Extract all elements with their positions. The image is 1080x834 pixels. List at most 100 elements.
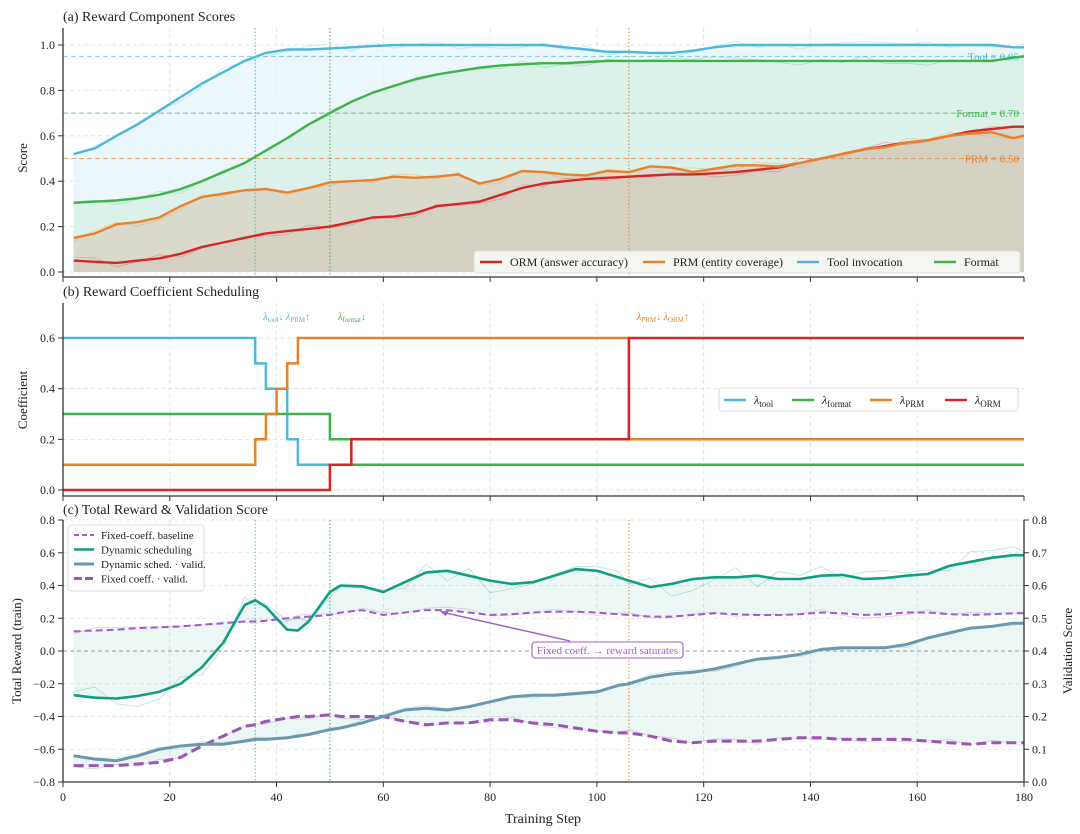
legend-label: ORM (answer accuracy)	[510, 255, 628, 269]
y-tick-label: 0.4	[40, 382, 55, 396]
x-tick-label: 140	[801, 790, 819, 804]
c-legend: Fixed-coeff. baseline Dynamic scheduling D…	[67, 524, 206, 592]
x-tick-label: 60	[377, 790, 389, 804]
a-ylabel: Score	[15, 143, 30, 173]
y-right-tick-label: 0.6	[1032, 579, 1047, 593]
x-tick-label: 0	[60, 790, 66, 804]
raw-series-line	[73, 546, 1024, 707]
valid-gap-fill	[73, 623, 1024, 766]
c-xlabel: Training Step	[505, 812, 581, 827]
x-tick-label: 160	[908, 790, 926, 804]
legend-box	[67, 524, 205, 592]
legend-label: λtool	[753, 393, 774, 409]
legend-label: Tool invocation	[827, 255, 902, 269]
x-tick-label: 100	[588, 790, 606, 804]
y-tick-label: 0.4	[40, 174, 55, 188]
series-line-fixed-valid	[73, 713, 1024, 768]
legend-label: Fixed-coeff. baseline	[101, 530, 194, 542]
annotation-arrowhead	[439, 611, 449, 617]
c-series-lines	[73, 546, 1024, 770]
schedule-annotation: λPRM↓ λORM↑	[636, 312, 689, 324]
y-tick-label: 0.2	[40, 220, 55, 234]
y-tick-label: 0.6	[40, 129, 55, 143]
y-tick-label: 0.8	[40, 83, 55, 97]
legend-label: Format	[964, 255, 999, 269]
c-ylabel-right: Validation Score	[1060, 608, 1075, 695]
b-annotations: λtool↓ λPRM↑ λformat↓ λPRM↓ λORM↑	[262, 312, 689, 324]
y-right-tick-label: 0.0	[1032, 775, 1047, 789]
y-tick-label: 0.6	[40, 546, 55, 560]
legend-box	[473, 250, 1021, 274]
legend-label: λORM	[974, 393, 1001, 409]
schedule-annotation: λtool↓ λPRM↑	[262, 312, 310, 324]
c-fills	[73, 555, 1024, 766]
y-tick-label: 0.2	[40, 432, 55, 446]
a-series-lines	[73, 40, 1024, 268]
y-tick-label: −0.2	[33, 677, 55, 691]
legend-label: λformat	[821, 393, 852, 409]
annotation-arrow-line	[441, 611, 571, 642]
c-ylabel: Total Reward (train)	[9, 598, 24, 704]
reference-line-label: PRM = 0.50	[965, 154, 1020, 166]
y-right-tick-label: 0.1	[1032, 742, 1047, 756]
legend-label: λPRM	[899, 393, 924, 409]
legend-label: Dynamic scheduling	[101, 545, 192, 557]
y-tick-label: 0.0	[40, 483, 55, 497]
y-tick-label: 0.8	[40, 513, 55, 527]
legend-label: PRM (entity coverage)	[673, 255, 783, 269]
y-tick-label: 1.0	[40, 38, 55, 52]
y-tick-label: 0.0	[40, 644, 55, 658]
x-tick-label: 40	[271, 790, 283, 804]
step-series-line	[63, 336, 1024, 466]
a-fills	[73, 45, 1024, 273]
train-gap-fill	[73, 555, 1024, 699]
x-tick-label: 80	[484, 790, 496, 804]
c-axes: 0 20 40 60 80 100 120 140 160 180 −0.8 −0.6 −0.4 −0.2…	[33, 513, 1047, 804]
y-tick-label: 0.6	[40, 331, 55, 345]
series-line	[73, 55, 1024, 204]
x-tick-label: 20	[164, 790, 176, 804]
panel-b: 0.0 0.2 0.4 0.6 λtool↓ λPRM↑ λformat↓ λPRM↓ λ…	[15, 285, 1025, 501]
y-right-tick-label: 0.2	[1032, 710, 1047, 724]
panel-c: 0 20 40 60 80 100 120 140 160 180 −0.8 −0.6 −0.4 −0.2…	[9, 503, 1075, 827]
c-title: (c) Total Reward & Validation Score	[63, 503, 268, 518]
area-fill	[73, 126, 1024, 272]
series-line-fixed-baseline	[73, 609, 1024, 633]
a-axes: 0.0 0.2 0.4 0.6 0.8 1.0	[40, 28, 1025, 282]
reference-line-label: Format = 0.70	[956, 108, 1019, 120]
y-tick-label: −0.8	[33, 775, 55, 789]
y-tick-label: 0.0	[40, 265, 55, 279]
series-line	[73, 43, 1024, 156]
b-title: (b) Reward Coefficient Scheduling	[63, 285, 259, 300]
annotation-box	[531, 641, 684, 659]
b-ylabel: Coefficient	[15, 370, 30, 429]
y-tick-label: −0.4	[33, 710, 55, 724]
schedule-annotation: λformat↓	[337, 312, 366, 324]
y-tick-label: 0.4	[40, 579, 55, 593]
x-tick-label: 180	[1015, 790, 1033, 804]
legend-box	[718, 387, 1019, 412]
y-right-tick-label: 0.7	[1032, 546, 1047, 560]
annotation-text: Fixed coeff. → reward saturates	[537, 645, 678, 657]
y-right-tick-label: 0.4	[1032, 644, 1047, 658]
x-tick-label: 120	[695, 790, 713, 804]
legend-label: Dynamic sched. · valid.	[101, 559, 206, 571]
step-series-line	[63, 412, 1024, 466]
y-right-tick-label: 0.3	[1032, 677, 1047, 691]
y-right-tick-label: 0.5	[1032, 611, 1047, 625]
step-series-line	[63, 336, 1024, 492]
series-line-dynamic-valid	[73, 621, 1024, 763]
y-tick-label: −0.6	[33, 742, 55, 756]
y-right-tick-label: 0.8	[1032, 513, 1047, 527]
b-axes: 0.0 0.2 0.4 0.6	[40, 303, 1025, 501]
a-legend: ORM (answer accuracy) PRM (entity coverag…	[473, 250, 1021, 274]
b-legend: λtool λformat λPRM λORM	[718, 387, 1019, 412]
b-series-lines	[63, 336, 1024, 492]
series-line	[73, 131, 1024, 240]
y-tick-label: 0.2	[40, 611, 55, 625]
c-annotation: Fixed coeff. → reward saturates	[439, 611, 684, 659]
a-title: (a) Reward Component Scores	[63, 10, 235, 25]
